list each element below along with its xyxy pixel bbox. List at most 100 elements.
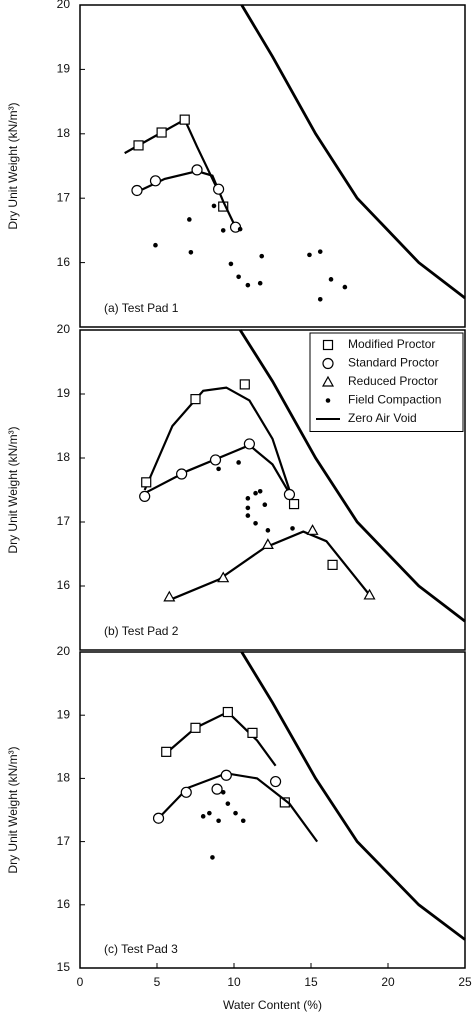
fit-curve [157,772,319,843]
dot-marker [245,505,251,511]
circle-marker [322,357,334,370]
circle-marker [283,488,296,501]
y-tick-label: 16 [57,578,71,592]
fit-curve [165,710,277,767]
plot-frame [79,4,466,328]
square-marker [288,498,300,510]
circle-marker [213,183,225,195]
y-tick-label: 16 [57,255,71,269]
panel-annotation: (b) Test Pad 2 [104,624,179,638]
dot-marker [216,818,221,824]
dot-marker [307,252,312,258]
y-tick-label: 19 [57,707,71,721]
dot-marker [262,502,268,508]
circle-marker [152,812,165,824]
x-tick-label: 15 [304,975,318,989]
circle-marker [209,454,222,466]
dot-marker [211,203,217,209]
y-tick-label: 17 [57,190,71,204]
zero-air-void-line [240,651,466,941]
x-tick-label: 25 [458,975,472,989]
y-tick-label: 18 [57,126,71,140]
zero-air-void-line [238,329,466,623]
y-tick-label: 18 [57,771,71,785]
dot-marker [259,253,265,259]
triangle-marker [163,590,176,602]
circle-marker [269,775,282,788]
legend-label: Field Compaction [348,393,441,407]
dot-marker [290,526,295,531]
zero-air-void-line [240,4,466,300]
dot-marker [236,460,241,465]
x-tick-label: 10 [227,975,241,989]
dot-marker [240,818,246,824]
dot-marker [317,249,323,254]
y-axis-label: Dry Unit Weight (kN/m³) [6,426,20,553]
y-tick-label: 19 [57,386,71,400]
dot-marker [245,282,251,288]
y-axis-label: Dry Unit Weight (kN/m³) [6,746,20,873]
y-axis-label: Dry Unit Weight (kN/m³) [6,102,20,229]
dot-marker [245,496,251,501]
square-marker [179,114,190,125]
circle-marker [243,438,255,450]
dot-marker [265,528,271,533]
circle-marker [131,184,143,197]
y-tick-label: 20 [57,322,71,336]
square-marker [222,706,233,718]
y-tick-label: 17 [57,834,71,848]
panel-annotation: (a) Test Pad 1 [104,301,179,315]
dot-marker [237,226,243,232]
square-marker [239,379,250,390]
dot-marker [233,810,238,816]
dot-marker [188,249,194,255]
dot-marker [325,398,331,403]
dot-marker [220,228,226,233]
panel-annotation: (c) Test Pad 3 [104,942,178,956]
dot-marker [225,801,231,806]
circle-marker [176,468,188,480]
plot-frame [79,329,466,651]
circle-marker [149,175,162,187]
dot-marker [216,466,221,472]
legend-label: Zero Air Void [348,411,417,425]
dot-marker [245,513,251,518]
dot-marker [253,520,258,526]
circle-marker [211,783,223,795]
y-tick-label: 19 [57,62,71,76]
circle-marker [180,786,192,798]
fit-curve [124,118,217,186]
y-tick-label: 16 [57,897,71,911]
legend-label: Modified Proctor [348,337,435,351]
legend-box [309,332,464,432]
x-tick-label: 0 [77,975,84,989]
y-tick-label: 18 [57,450,71,464]
dot-marker [228,261,234,267]
dot-marker [153,242,158,248]
dot-marker [257,488,263,494]
dot-marker [236,274,241,280]
fit-curve [143,386,291,491]
triangle-marker [321,375,335,387]
square-marker [156,127,167,138]
y-tick-label: 15 [57,960,71,974]
circle-marker [220,769,232,781]
triangle-marker [261,538,274,549]
circle-marker [139,490,151,502]
fit-curve [171,530,371,600]
square-marker [322,339,334,351]
dot-marker [220,790,226,795]
y-tick-label: 17 [57,514,71,528]
square-marker [327,559,338,570]
x-axis-label: Water Content (%) [223,998,322,1012]
dot-marker [317,297,323,302]
dot-marker [328,277,334,282]
square-marker [133,140,144,151]
triangle-marker [306,524,319,535]
square-marker [190,394,201,405]
dot-marker [207,810,212,816]
y-tick-label: 20 [57,0,71,11]
dot-marker [253,490,258,496]
plot-frame [79,651,466,969]
